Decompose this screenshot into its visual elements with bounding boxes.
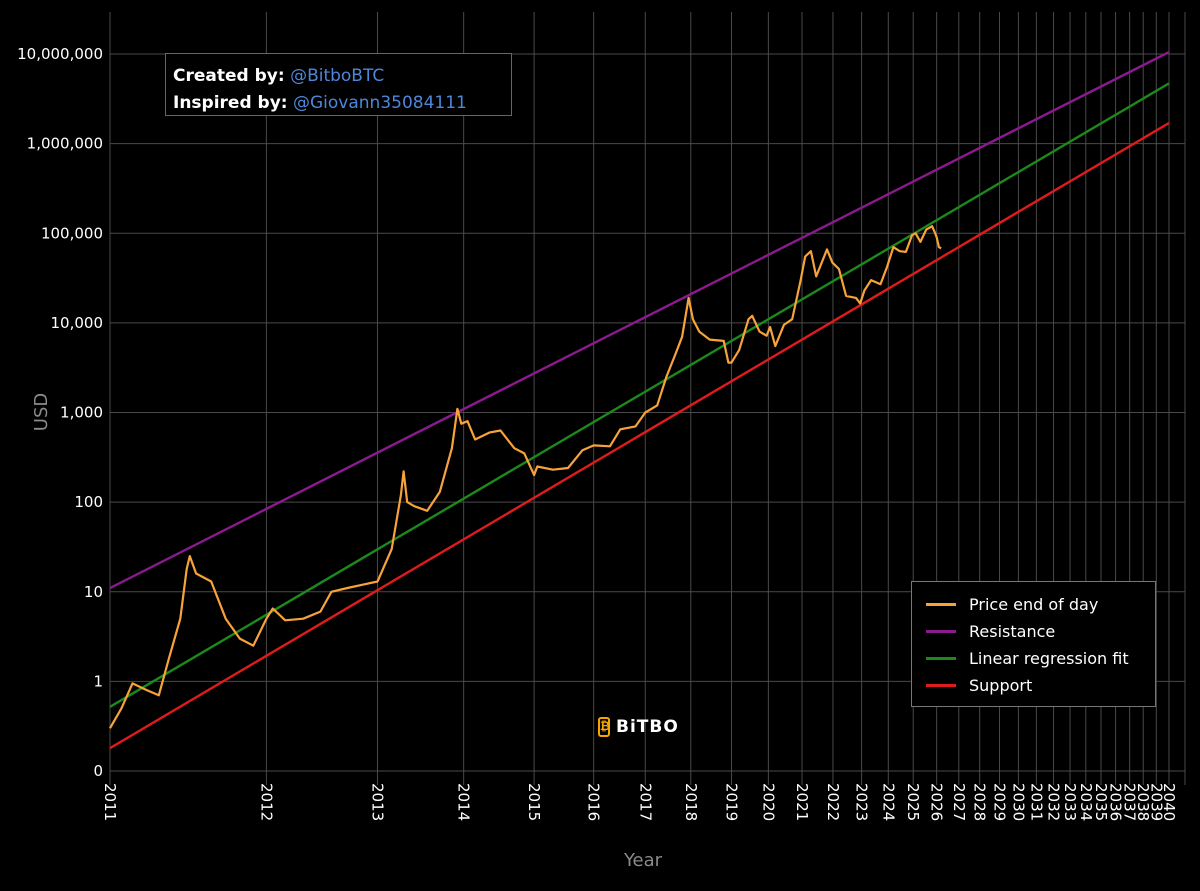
x-tick-2030: 2030	[1009, 783, 1027, 821]
x-tick-2025: 2025	[904, 783, 922, 821]
series-line-price	[109, 225, 942, 729]
y-tick-0: 0	[93, 762, 103, 780]
legend-label-regression: Linear regression fit	[969, 649, 1129, 668]
x-tick-2023: 2023	[853, 783, 871, 821]
inspired-by-label: Inspired by:	[173, 93, 288, 113]
x-tick-2032: 2032	[1045, 783, 1063, 821]
bitbo-logo: ₿ BiTBO	[598, 717, 679, 737]
x-tick-2020: 2020	[759, 783, 777, 821]
x-tick-2011: 2011	[101, 783, 119, 821]
x-tick-2034: 2034	[1077, 783, 1095, 821]
legend-swatch-resistance	[926, 630, 956, 633]
x-tick-2017: 2017	[636, 783, 654, 821]
x-tick-2026: 2026	[928, 783, 946, 821]
y-tick-100: 100	[74, 493, 103, 511]
x-tick-2022: 2022	[824, 783, 842, 821]
legend: Price end of day Resistance Linear regre…	[911, 581, 1156, 707]
y-tick-1,000,000: 1,000,000	[27, 135, 103, 153]
legend-item-regression[interactable]: Linear regression fit	[926, 645, 1155, 672]
x-tick-2036: 2036	[1107, 783, 1125, 821]
legend-swatch-regression	[926, 657, 956, 660]
legend-swatch-price	[926, 603, 956, 606]
x-tick-2028: 2028	[971, 783, 989, 821]
created-by-line: Created by: @BitboBTC	[173, 63, 511, 90]
inspired-by-line: Inspired by: @Giovann35084111	[173, 90, 511, 117]
legend-item-price[interactable]: Price end of day	[926, 591, 1155, 618]
inspired-by-link[interactable]: @Giovann35084111	[293, 93, 467, 113]
legend-swatch-support	[926, 684, 956, 687]
x-tick-2039: 2039	[1147, 783, 1165, 821]
x-tick-2038: 2038	[1134, 783, 1152, 821]
series-line-support	[109, 121, 1170, 750]
y-tick-10,000: 10,000	[51, 314, 104, 332]
x-tick-2035: 2035	[1092, 783, 1110, 821]
x-tick-labels: 2011 2012 2013 2014 2015 2016 2017 2018 2019 2020…	[101, 783, 1178, 821]
y-tick-labels: 0 1 10 100 1,000 10,000 100,000 1,000,000 10,000…	[17, 45, 103, 780]
credits-box: Created by: @BitboBTC Inspired by: @Giov…	[165, 53, 512, 116]
y-tick-100,000: 100,000	[41, 224, 103, 242]
x-tick-2033: 2033	[1061, 783, 1079, 821]
x-tick-2024: 2024	[879, 783, 897, 821]
created-by-link[interactable]: @BitboBTC	[290, 66, 385, 86]
x-tick-2031: 2031	[1027, 783, 1045, 821]
x-tick-2016: 2016	[585, 783, 603, 821]
y-tick-10: 10	[84, 583, 103, 601]
series-lines	[109, 51, 1170, 750]
b-icon: ₿	[598, 717, 610, 737]
x-tick-2021: 2021	[793, 783, 811, 821]
legend-label-support: Support	[969, 676, 1033, 695]
x-tick-2029: 2029	[991, 783, 1009, 821]
legend-label-resistance: Resistance	[969, 622, 1056, 641]
x-tick-2018: 2018	[682, 783, 700, 821]
x-tick-2027: 2027	[950, 783, 968, 821]
y-tick-10,000,000: 10,000,000	[17, 45, 103, 63]
logo-text: BiTBO	[616, 717, 679, 737]
series-line-resistance	[109, 51, 1170, 590]
legend-label-price: Price end of day	[969, 595, 1099, 614]
y-tick-1,000: 1,000	[60, 404, 103, 422]
x-tick-2015: 2015	[525, 783, 543, 821]
created-by-label: Created by:	[173, 66, 285, 86]
y-tick-1: 1	[93, 672, 103, 690]
x-tick-2014: 2014	[455, 783, 473, 821]
x-axis-title: Year	[623, 850, 663, 871]
x-tick-2012: 2012	[257, 783, 275, 821]
legend-item-resistance[interactable]: Resistance	[926, 618, 1155, 645]
legend-item-support[interactable]: Support	[926, 672, 1155, 699]
x-tick-2037: 2037	[1121, 783, 1139, 821]
x-tick-2040: 2040	[1160, 783, 1178, 821]
x-tick-2019: 2019	[723, 783, 741, 821]
x-tick-2013: 2013	[368, 783, 386, 821]
y-axis-title: USD	[31, 393, 52, 431]
series-line-linear-regression-fit	[109, 82, 1170, 708]
